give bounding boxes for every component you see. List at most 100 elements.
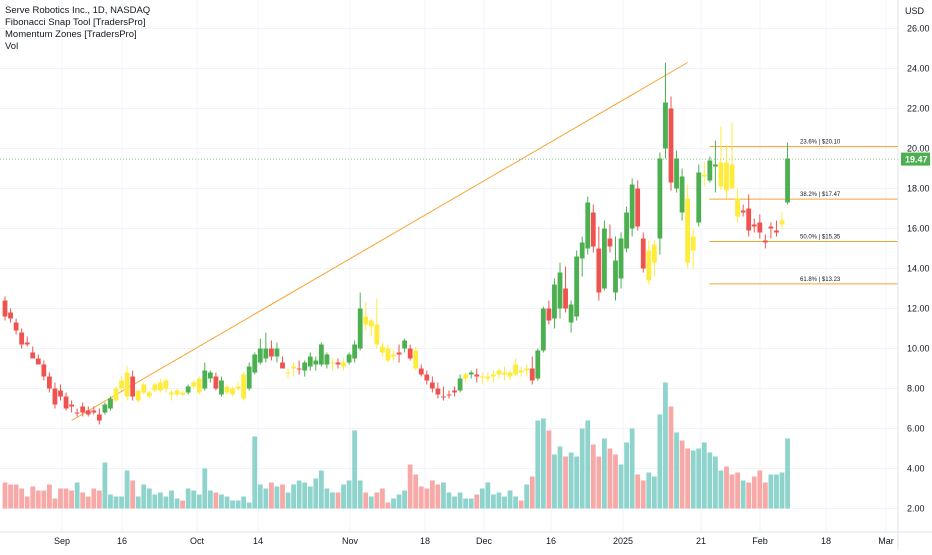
candle bbox=[635, 180, 641, 231]
indicator-fibonacci[interactable]: Fibonacci Snap Tool [TradersPro] bbox=[5, 17, 146, 28]
candle-body bbox=[629, 184, 635, 229]
volume-bar bbox=[380, 488, 385, 509]
symbol-title[interactable]: Serve Robotics Inc., 1D, NASDAQ bbox=[5, 5, 151, 16]
volume-bar bbox=[735, 472, 740, 509]
candle bbox=[180, 390, 185, 397]
candle bbox=[207, 370, 213, 383]
candle bbox=[318, 342, 324, 367]
candle bbox=[324, 352, 330, 369]
currency-label[interactable]: USD bbox=[904, 6, 924, 16]
volume-bar bbox=[47, 484, 52, 509]
volume-bar bbox=[219, 494, 224, 509]
candle-body bbox=[263, 348, 269, 359]
volume-bar bbox=[502, 496, 507, 509]
volume-bar bbox=[246, 502, 252, 509]
candle bbox=[74, 408, 80, 417]
x-tick-label: 2025 bbox=[613, 536, 633, 546]
volume-bar bbox=[191, 490, 197, 509]
candle-body bbox=[246, 366, 252, 389]
volume-bar bbox=[391, 498, 396, 509]
candle-body bbox=[585, 202, 591, 249]
candle bbox=[701, 162, 707, 187]
candle-body bbox=[602, 228, 607, 289]
volume-bar bbox=[352, 430, 358, 509]
volume-bar bbox=[463, 498, 469, 509]
volume-bar bbox=[651, 476, 657, 509]
candle bbox=[141, 382, 147, 395]
candle-body bbox=[241, 374, 247, 399]
volume-bar bbox=[302, 482, 308, 509]
candle-body bbox=[668, 108, 674, 183]
candle bbox=[196, 376, 202, 395]
volume-bar bbox=[596, 456, 602, 509]
candle bbox=[169, 390, 174, 401]
candle-body bbox=[2, 300, 8, 317]
candle-body bbox=[102, 404, 108, 413]
candle-body bbox=[446, 394, 452, 396]
candle-body bbox=[124, 372, 130, 397]
volume-bar bbox=[63, 488, 69, 509]
candle-body bbox=[546, 308, 552, 321]
candle-body bbox=[762, 240, 768, 243]
last-price-tag bbox=[901, 152, 930, 166]
candle bbox=[496, 368, 502, 379]
candle bbox=[246, 362, 252, 391]
volume-bar bbox=[524, 484, 530, 509]
volume-bar bbox=[368, 496, 374, 509]
volume-bar bbox=[707, 452, 713, 509]
volume-bar bbox=[529, 476, 535, 509]
candle bbox=[363, 302, 369, 331]
volume-bar bbox=[424, 488, 430, 509]
candle bbox=[330, 358, 335, 371]
volume-bar bbox=[540, 418, 546, 509]
volume-bar bbox=[679, 440, 685, 509]
x-tick-label: Dec bbox=[476, 536, 493, 546]
candle bbox=[291, 362, 296, 377]
candle-body bbox=[108, 398, 113, 409]
candle-body bbox=[85, 410, 91, 415]
volume-bar bbox=[507, 490, 513, 509]
candle bbox=[479, 372, 485, 385]
volume-bar bbox=[674, 432, 679, 509]
candle-body bbox=[213, 376, 219, 389]
volume-bar bbox=[30, 486, 36, 509]
volume-bar bbox=[474, 494, 480, 509]
candle bbox=[146, 390, 152, 399]
fib-label: 38.2% | $17.47 bbox=[800, 192, 841, 198]
candle bbox=[685, 184, 691, 269]
volume-bar bbox=[701, 442, 707, 509]
volume-bar bbox=[213, 492, 219, 509]
indicator-momentum[interactable]: Momentum Zones [TradersPro] bbox=[5, 29, 137, 40]
candle bbox=[63, 392, 69, 411]
candle-body bbox=[424, 374, 430, 381]
candle bbox=[24, 336, 30, 347]
candle-body bbox=[435, 388, 441, 395]
volume-bar bbox=[535, 420, 541, 509]
candle-body bbox=[180, 392, 185, 395]
volume-bar bbox=[8, 484, 13, 509]
candle bbox=[657, 152, 663, 255]
candle-body bbox=[274, 348, 280, 357]
candle-body bbox=[8, 312, 13, 319]
volume-bar bbox=[2, 482, 8, 509]
candle-body bbox=[485, 376, 491, 379]
volume-bar bbox=[35, 490, 41, 509]
volume-bar bbox=[574, 456, 580, 509]
volume-bar bbox=[563, 456, 568, 509]
candle-body bbox=[785, 158, 790, 203]
candle bbox=[546, 300, 552, 325]
candle bbox=[485, 372, 491, 383]
candle bbox=[418, 364, 424, 377]
candle bbox=[52, 382, 58, 409]
volume-bar bbox=[296, 480, 302, 509]
candle bbox=[713, 140, 718, 193]
candle-body bbox=[52, 388, 58, 405]
indicator-volume[interactable]: Vol bbox=[5, 41, 19, 52]
candle bbox=[280, 356, 285, 369]
candle bbox=[402, 338, 407, 353]
candle-body bbox=[185, 386, 191, 393]
candle bbox=[163, 378, 169, 393]
candle bbox=[740, 204, 746, 217]
